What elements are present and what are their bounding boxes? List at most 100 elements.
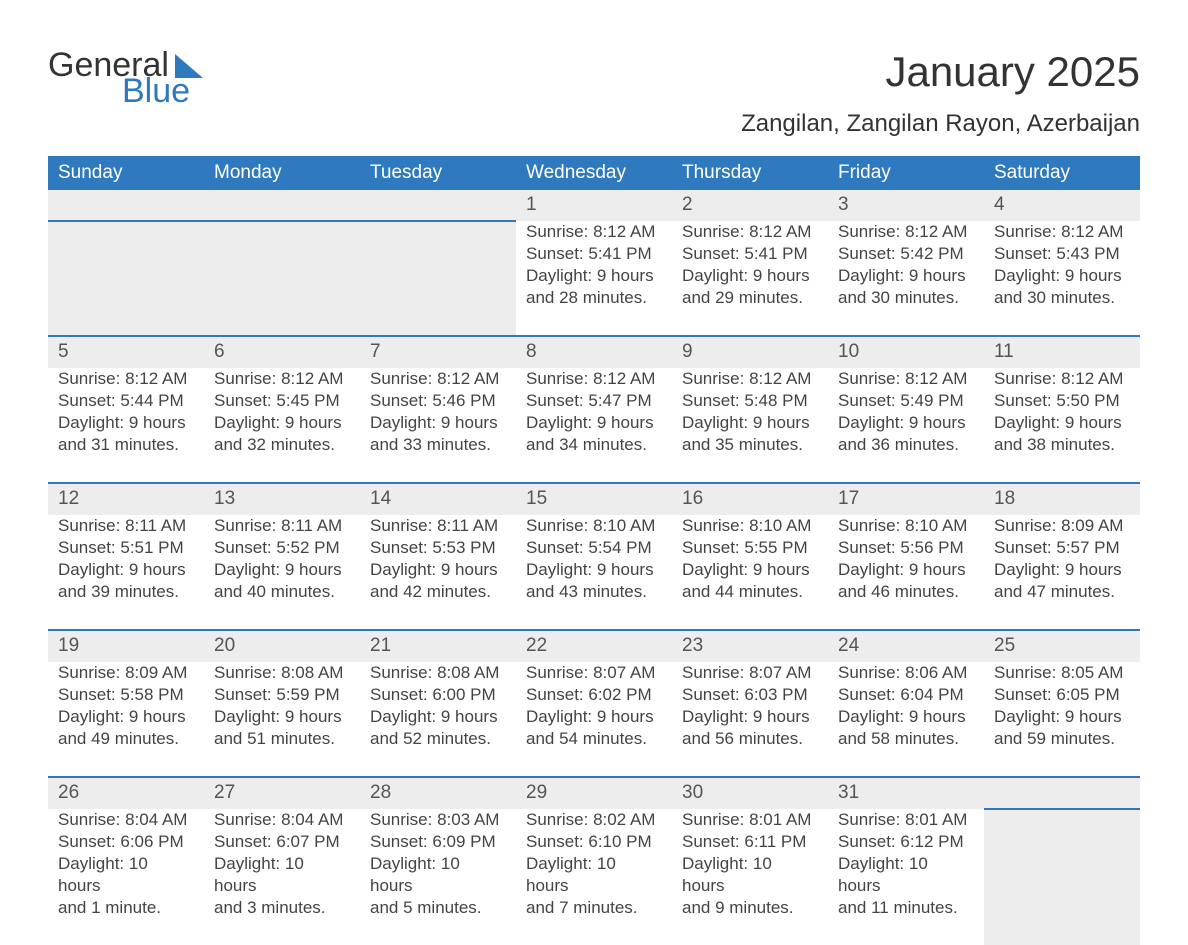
detail-line: Sunset: 5:42 PM (838, 243, 974, 265)
detail-line: Sunrise: 8:12 AM (526, 221, 662, 243)
empty-cell (360, 190, 516, 221)
day-details: Sunrise: 8:05 AMSunset: 6:05 PMDaylight:… (984, 662, 1140, 777)
title-block: January 2025 Zangilan, Zangilan Rayon, A… (741, 48, 1140, 138)
detail-line: Daylight: 9 hours (214, 706, 350, 728)
day-details: Sunrise: 8:12 AMSunset: 5:46 PMDaylight:… (360, 368, 516, 483)
detail-line: and 5 minutes. (370, 897, 506, 919)
detail-line: Daylight: 9 hours (370, 559, 506, 581)
detail-line: Sunset: 5:58 PM (58, 684, 194, 706)
detail-line: Sunset: 5:49 PM (838, 390, 974, 412)
detail-line: Daylight: 9 hours (526, 412, 662, 434)
day-number: 11 (984, 336, 1140, 368)
detail-line: Sunset: 5:41 PM (682, 243, 818, 265)
day-details: Sunrise: 8:10 AMSunset: 5:55 PMDaylight:… (672, 515, 828, 630)
detail-line: Sunrise: 8:03 AM (370, 809, 506, 831)
detail-line: Sunset: 5:57 PM (994, 537, 1130, 559)
detail-line: Sunrise: 8:01 AM (682, 809, 818, 831)
day-number: 12 (48, 483, 204, 515)
detail-line: and 35 minutes. (682, 434, 818, 456)
detail-line: Sunrise: 8:12 AM (838, 221, 974, 243)
detail-line: Sunset: 5:54 PM (526, 537, 662, 559)
day-number: 27 (204, 777, 360, 809)
detail-line: and 1 minute. (58, 897, 194, 919)
detail-line: Daylight: 9 hours (838, 265, 974, 287)
detail-line: Sunset: 5:45 PM (214, 390, 350, 412)
day-header: Saturday (984, 156, 1140, 190)
detail-line: Sunrise: 8:02 AM (526, 809, 662, 831)
day-number: 10 (828, 336, 984, 368)
day-number: 24 (828, 630, 984, 662)
detail-line: Sunset: 5:47 PM (526, 390, 662, 412)
day-header: Tuesday (360, 156, 516, 190)
detail-line: Sunset: 5:55 PM (682, 537, 818, 559)
day-details: Sunrise: 8:11 AMSunset: 5:53 PMDaylight:… (360, 515, 516, 630)
day-details: Sunrise: 8:04 AMSunset: 6:07 PMDaylight:… (204, 809, 360, 945)
detail-line: Sunset: 5:59 PM (214, 684, 350, 706)
detail-line: and 40 minutes. (214, 581, 350, 603)
day-header: Sunday (48, 156, 204, 190)
day-number-row: 262728293031 (48, 777, 1140, 809)
day-number: 6 (204, 336, 360, 368)
detail-line: and 38 minutes. (994, 434, 1130, 456)
day-number: 23 (672, 630, 828, 662)
detail-line: Daylight: 9 hours (58, 412, 194, 434)
day-number: 5 (48, 336, 204, 368)
detail-line: Sunrise: 8:12 AM (994, 368, 1130, 390)
detail-line: and 3 minutes. (214, 897, 350, 919)
detail-line: Daylight: 9 hours (838, 706, 974, 728)
logo: General Blue (48, 48, 203, 108)
detail-line: Sunrise: 8:04 AM (58, 809, 194, 831)
day-number: 28 (360, 777, 516, 809)
header: General Blue January 2025 Zangilan, Zang… (48, 48, 1140, 138)
day-details: Sunrise: 8:12 AMSunset: 5:45 PMDaylight:… (204, 368, 360, 483)
day-number: 15 (516, 483, 672, 515)
empty-cell (984, 777, 1140, 809)
detail-line: and 34 minutes. (526, 434, 662, 456)
detail-line: Sunset: 5:48 PM (682, 390, 818, 412)
day-number: 2 (672, 190, 828, 221)
day-detail-row: Sunrise: 8:12 AMSunset: 5:41 PMDaylight:… (48, 221, 1140, 336)
detail-line: Daylight: 9 hours (58, 559, 194, 581)
day-detail-row: Sunrise: 8:11 AMSunset: 5:51 PMDaylight:… (48, 515, 1140, 630)
day-details: Sunrise: 8:12 AMSunset: 5:47 PMDaylight:… (516, 368, 672, 483)
detail-line: Sunrise: 8:12 AM (994, 221, 1130, 243)
day-header: Thursday (672, 156, 828, 190)
detail-line: and 58 minutes. (838, 728, 974, 750)
detail-line: Daylight: 9 hours (526, 559, 662, 581)
detail-line: Daylight: 9 hours (682, 412, 818, 434)
detail-line: Daylight: 9 hours (682, 559, 818, 581)
day-number: 29 (516, 777, 672, 809)
day-header: Monday (204, 156, 360, 190)
day-details: Sunrise: 8:12 AMSunset: 5:42 PMDaylight:… (828, 221, 984, 336)
day-details: Sunrise: 8:12 AMSunset: 5:49 PMDaylight:… (828, 368, 984, 483)
detail-line: and 56 minutes. (682, 728, 818, 750)
detail-line: Sunset: 6:10 PM (526, 831, 662, 853)
detail-line: and 49 minutes. (58, 728, 194, 750)
detail-line: Sunrise: 8:06 AM (838, 662, 974, 684)
day-number: 30 (672, 777, 828, 809)
day-number: 20 (204, 630, 360, 662)
day-number: 17 (828, 483, 984, 515)
detail-line: Sunrise: 8:10 AM (838, 515, 974, 537)
detail-line: Sunrise: 8:12 AM (838, 368, 974, 390)
detail-line: Daylight: 9 hours (682, 265, 818, 287)
day-details: Sunrise: 8:10 AMSunset: 5:56 PMDaylight:… (828, 515, 984, 630)
day-details: Sunrise: 8:07 AMSunset: 6:03 PMDaylight:… (672, 662, 828, 777)
day-details: Sunrise: 8:03 AMSunset: 6:09 PMDaylight:… (360, 809, 516, 945)
day-number: 7 (360, 336, 516, 368)
detail-line: and 42 minutes. (370, 581, 506, 603)
detail-line: Daylight: 9 hours (994, 265, 1130, 287)
detail-line: Sunrise: 8:04 AM (214, 809, 350, 831)
page-subtitle: Zangilan, Zangilan Rayon, Azerbaijan (741, 110, 1140, 138)
day-number-row: 12131415161718 (48, 483, 1140, 515)
day-number: 21 (360, 630, 516, 662)
day-details: Sunrise: 8:01 AMSunset: 6:12 PMDaylight:… (828, 809, 984, 945)
detail-line: Sunrise: 8:11 AM (58, 515, 194, 537)
day-number: 3 (828, 190, 984, 221)
detail-line: Sunrise: 8:12 AM (682, 368, 818, 390)
day-number-row: 19202122232425 (48, 630, 1140, 662)
day-details: Sunrise: 8:04 AMSunset: 6:06 PMDaylight:… (48, 809, 204, 945)
day-details: Sunrise: 8:08 AMSunset: 6:00 PMDaylight:… (360, 662, 516, 777)
detail-line: Sunset: 5:51 PM (58, 537, 194, 559)
empty-cell (48, 190, 204, 221)
